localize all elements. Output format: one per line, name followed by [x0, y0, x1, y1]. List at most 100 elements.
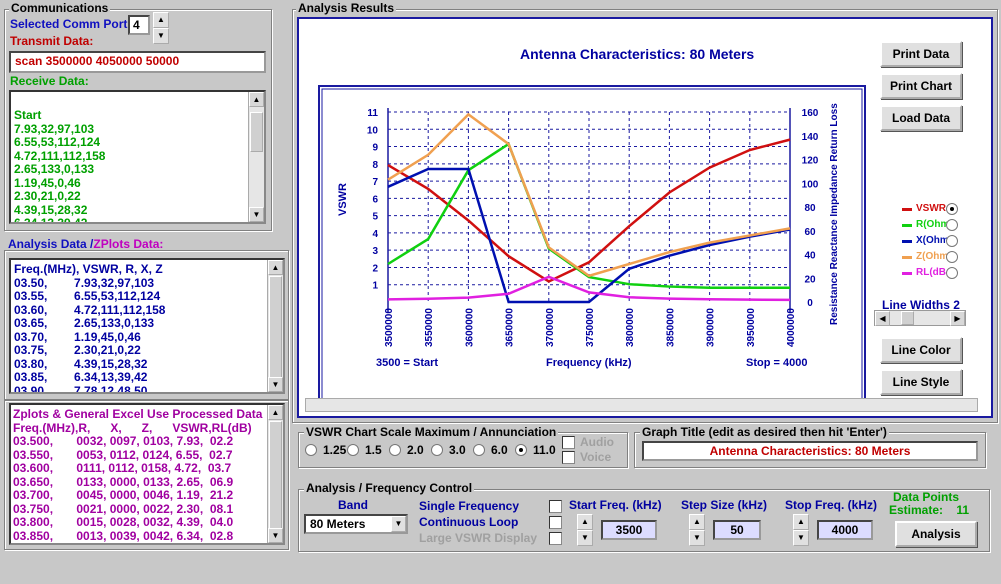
scroll-up-icon[interactable]: ▲ [268, 405, 283, 420]
transmit-field[interactable]: scan 3500000 4050000 50000 [9, 51, 266, 73]
scroll-thumb[interactable] [269, 421, 282, 529]
vswr-scale-option-label: 2.0 [407, 443, 424, 457]
list-item: Freq.(MHz),R, X, Z, VSWR,RL(dB) [13, 420, 252, 435]
band-select[interactable]: 80 Meters ▼ [304, 514, 408, 534]
list-item: 03.80, 4.39,15,28,32 [14, 356, 148, 371]
spin-up-icon[interactable]: ▲ [577, 514, 593, 530]
y-tick-label: 7 [372, 177, 378, 188]
step-size-field[interactable]: 50 [713, 520, 761, 540]
analysis-data-label-a: Analysis Data / [8, 237, 94, 251]
single-frequency-checkbox[interactable] [549, 500, 562, 513]
chart-legend: VSWR R(Ohm X(Ohm Z(Ohm RL(dB [900, 202, 960, 282]
x-tick-label: 4000000 [786, 308, 797, 347]
line-color-button[interactable]: Line Color [880, 337, 962, 363]
legend-item[interactable]: Z(Ohm [900, 250, 960, 266]
scroll-up-icon[interactable]: ▲ [249, 92, 264, 107]
spin-down-icon[interactable]: ▼ [577, 530, 593, 546]
vswr-scale-radio[interactable] [473, 444, 485, 456]
step-size-label: Step Size (kHz) [681, 498, 768, 512]
chevron-down-icon[interactable]: ▼ [391, 516, 406, 532]
vswr-chart: 1 2 3 4 5 6 7 8 9 10 11 0 20 40 60 80 100 120 140 160 350000… [318, 85, 866, 403]
vswr-scale-option-label: 3.0 [449, 443, 466, 457]
legend-item[interactable]: VSWR [900, 202, 960, 218]
step-size-spinner[interactable]: ▲ ▼ [689, 514, 705, 546]
stop-freq-spinner[interactable]: ▲ ▼ [793, 514, 809, 546]
spin-up-icon[interactable]: ▲ [153, 12, 169, 28]
analysis-data-label: Analysis Data /ZPlots Data: [8, 237, 163, 251]
print-chart-button[interactable]: Print Chart [880, 73, 962, 99]
receive-data-box[interactable]: Start 7.93,32,97,103 6.55,53,112,124 4.72,1… [9, 90, 266, 224]
legend-radio[interactable] [946, 251, 958, 263]
start-freq-field[interactable]: 3500 [601, 520, 657, 540]
vswr-scale-radio[interactable] [389, 444, 401, 456]
vswr-scale-radio[interactable] [431, 444, 443, 456]
comm-port-field[interactable]: 4 [128, 15, 150, 35]
slider-left-icon[interactable]: ◀ [875, 311, 890, 326]
continuous-loop-label[interactable]: Continuous Loop [419, 515, 519, 529]
y-axis-label: VSWR [337, 183, 349, 216]
start-label: 3500 = Start [376, 357, 439, 369]
line-style-button[interactable]: Line Style [880, 369, 962, 395]
legend-swatch [902, 240, 912, 243]
scroll-down-icon[interactable]: ▼ [249, 207, 264, 222]
receive-scrollbar[interactable]: ▲ ▼ [248, 92, 264, 222]
spin-down-icon[interactable]: ▼ [793, 530, 809, 546]
results-bottom-scrollbar[interactable] [305, 398, 978, 412]
legend-item[interactable]: R(Ohm [900, 218, 960, 234]
vswr-scale-radio[interactable] [347, 444, 359, 456]
legend-radio[interactable] [946, 203, 958, 215]
load-data-button[interactable]: Load Data [880, 105, 962, 131]
list-item: 03.70, 1.19,45,0,46 [14, 329, 141, 344]
slider-thumb[interactable] [901, 311, 914, 325]
legend-item[interactable]: RL(dB [900, 266, 960, 282]
stop-freq-label: Stop Freq. (kHz) [785, 498, 877, 512]
analysis-data-box[interactable]: Freq.(MHz), VSWR, R, X, Z 03.50, 7.93,32,… [9, 258, 285, 394]
scroll-thumb[interactable] [250, 112, 263, 152]
vswr-scale-radio[interactable] [305, 444, 317, 456]
spin-up-icon[interactable]: ▲ [689, 514, 705, 530]
list-item: 4.72,111,112,158 [14, 148, 106, 163]
stop-freq-field[interactable]: 4000 [817, 520, 873, 540]
legend-item[interactable]: X(Ohm [900, 234, 960, 250]
analysis-button[interactable]: Analysis [895, 521, 977, 547]
estimate-label: Estimate: 11 [889, 503, 969, 517]
graph-title-input[interactable]: Antenna Characteristics: 80 Meters [642, 441, 978, 461]
spin-down-icon[interactable]: ▼ [153, 28, 169, 44]
receive-data-text: Start 7.93,32,97,103 6.55,53,112,124 4.72,1… [14, 108, 106, 222]
analysis-scrollbar[interactable]: ▲ ▼ [267, 260, 283, 392]
comm-port-spinner[interactable]: ▲ ▼ [153, 12, 169, 44]
legend-radio[interactable] [946, 267, 958, 279]
line-widths-slider[interactable]: ◀ ▶ [874, 310, 966, 326]
scroll-down-icon[interactable]: ▼ [268, 528, 283, 543]
list-item: 7.93,32,97,103 [14, 121, 95, 136]
scroll-up-icon[interactable]: ▲ [268, 260, 283, 275]
legend-swatch [902, 208, 912, 211]
series-line [387, 112, 791, 278]
x-tick-label: 3750000 [585, 308, 596, 347]
start-freq-spinner[interactable]: ▲ ▼ [577, 514, 593, 546]
print-data-button[interactable]: Print Data [880, 41, 962, 67]
graph-title-label: Graph Title (edit as desired then hit 'E… [640, 425, 889, 439]
scroll-down-icon[interactable]: ▼ [268, 377, 283, 392]
legend-radio[interactable] [946, 219, 958, 231]
single-frequency-label[interactable]: Single Frequency [419, 499, 520, 513]
series-line [387, 167, 791, 304]
zplots-panel [4, 400, 289, 550]
voice-checkbox[interactable] [562, 451, 575, 464]
list-item: 03.550, 0053, 0112, 0124, 6.55, 02.7 [13, 447, 233, 462]
audio-checkbox[interactable] [562, 436, 575, 449]
vswr-scale-radio[interactable] [515, 444, 527, 456]
continuous-loop-checkbox[interactable] [549, 516, 562, 529]
data-points-label: Data Points [893, 490, 960, 504]
large-vswr-checkbox[interactable] [549, 532, 562, 545]
zplots-scrollbar[interactable]: ▲ ▼ [267, 405, 283, 543]
y-tick-label: 8 [372, 160, 378, 171]
zplots-box[interactable]: Zplots & General Excel Use Processed Dat… [9, 403, 285, 545]
legend-radio[interactable] [946, 235, 958, 247]
scroll-thumb[interactable] [269, 276, 282, 378]
slider-right-icon[interactable]: ▶ [950, 311, 965, 326]
spin-down-icon[interactable]: ▼ [689, 530, 705, 546]
list-item: 2.30,21,0,22 [14, 189, 81, 203]
spin-up-icon[interactable]: ▲ [793, 514, 809, 530]
y-tick-label: 6 [372, 194, 378, 205]
